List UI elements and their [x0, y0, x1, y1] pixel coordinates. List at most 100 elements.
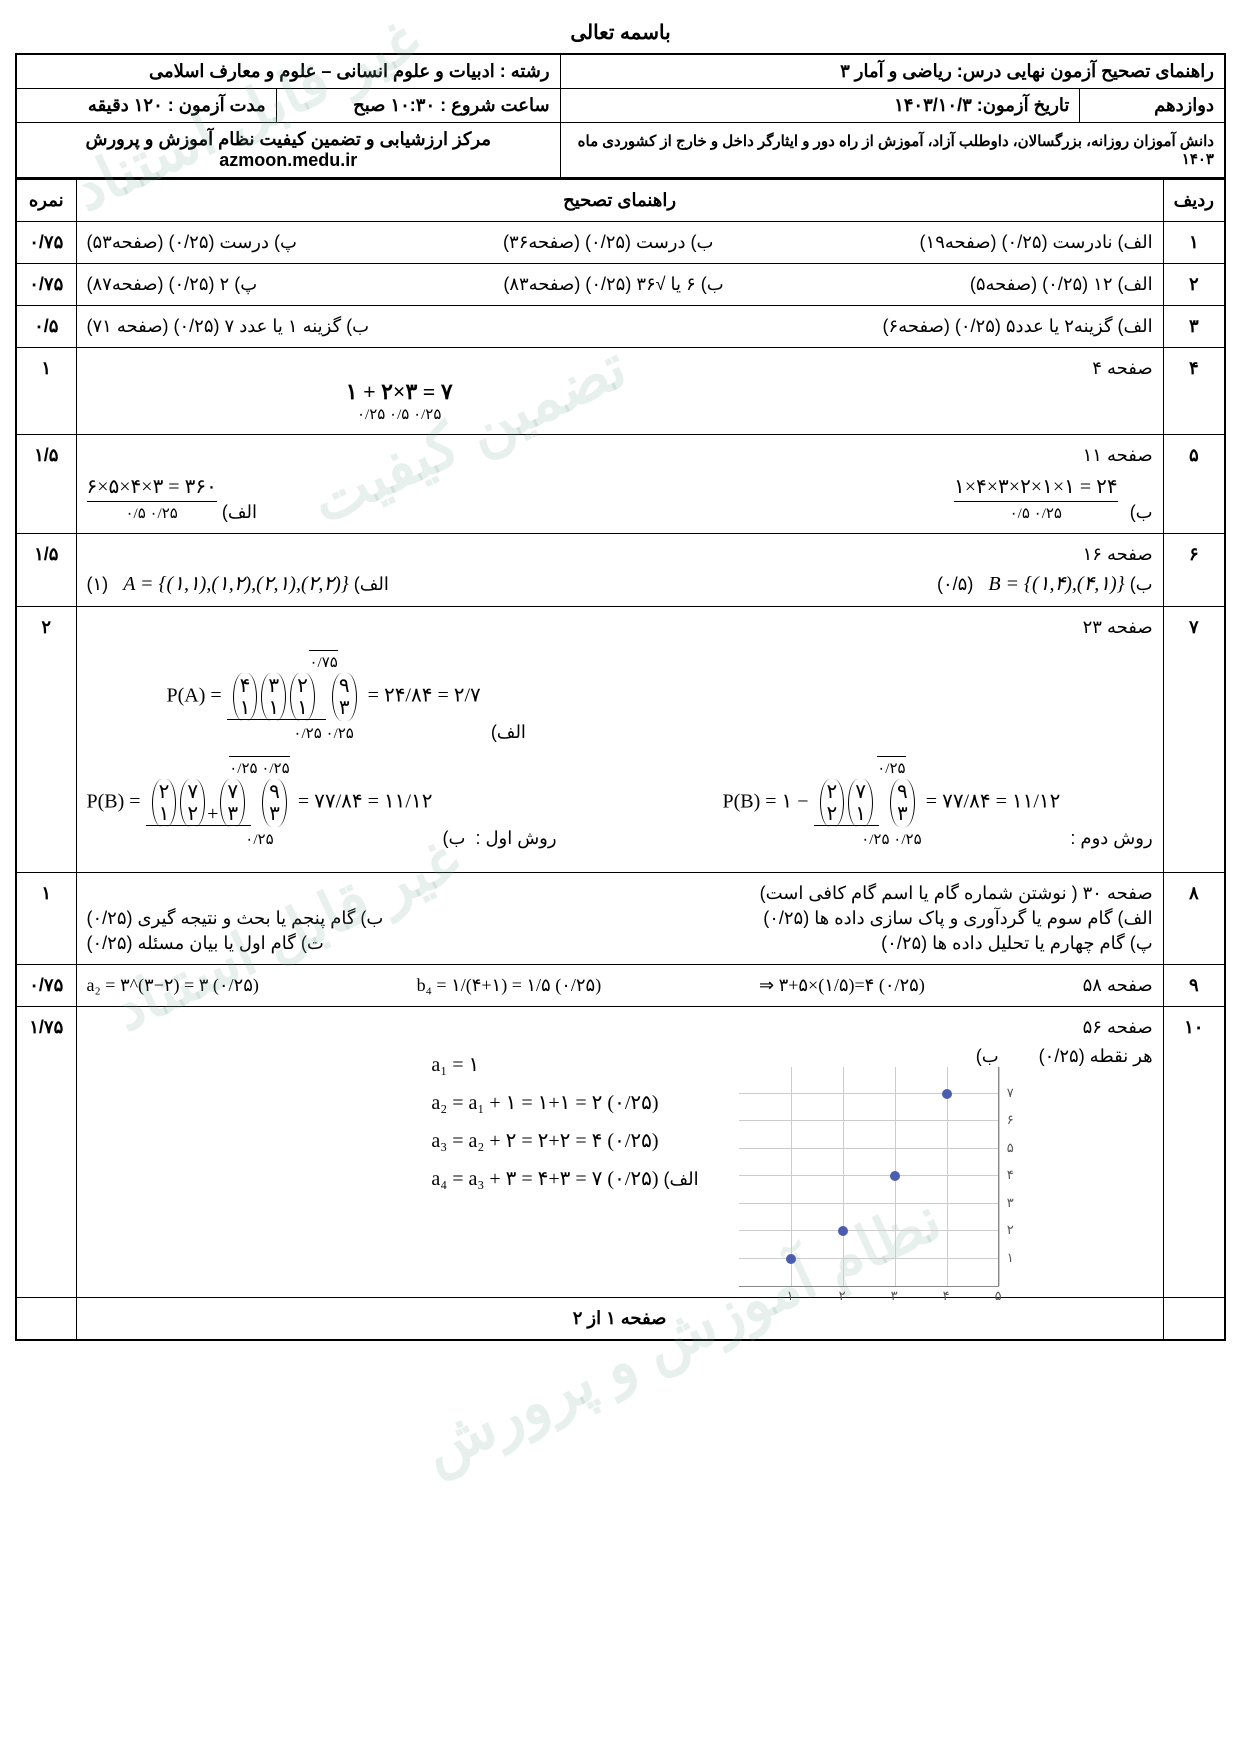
q7-pb2-pts2: ۰/۲۵ ۰/۲۵ [861, 832, 921, 848]
q7-pa-pre: P(A) = [167, 685, 222, 707]
q7-pb1-res: = ۷۷/۸۴ = ۱۱/۱۲ [298, 791, 433, 813]
header-url: azmoon.medu.ir [27, 150, 550, 171]
q6-a-lbl: الف) [354, 574, 389, 594]
q10-b-lbl: ب) [976, 1046, 999, 1066]
header-duration: مدت آزمون : ۱۲۰ دقیقه [16, 89, 276, 123]
table-row: ۸ صفحه ۳۰ ( نوشتن شماره گام یا اسم گام ک… [16, 873, 1225, 965]
q8-b: ب) گام پنجم یا بحث و نتیجه گیری (۰/۲۵) [87, 908, 384, 929]
q7-m2-lbl: روش دوم : [1070, 828, 1152, 848]
q2-a: الف) ۱۲ (۰/۲۵) (صفحه۵) [970, 274, 1153, 295]
table-row: ۴ صفحه ۴ ۱ + ۲×۳ = ۷ ۰/۲۵ ۰/۵ ۰/۲۵ ۱ [16, 348, 1225, 435]
col-guide: راهنمای تصحیح [76, 180, 1163, 222]
row-num: ۳ [1163, 306, 1225, 348]
q2-b: ب) ۶ یا √۳۶ (۰/۲۵) (صفحه۸۳) [503, 274, 723, 295]
q10-l4: a₄ = a₃ + ۳ = ۴+۳ = ۷ (۰/۲۵) [431, 1160, 658, 1198]
q7-pb1-pre: P(B) = [87, 791, 141, 813]
q1-c: پ) درست (۰/۲۵) (صفحه۵۳) [87, 232, 297, 253]
q10-l3: a₃ = a₂ + ۲ = ۲+۲ = ۴ (۰/۲۵) [431, 1122, 658, 1160]
row-num: ۷ [1163, 607, 1225, 873]
header-start: ساعت شروع : ۱۰:۳۰ صبح [276, 89, 560, 123]
row-num: ۹ [1163, 965, 1225, 1007]
q7-pb2-res: = ۷۷/۸۴ = ۱۱/۱۲ [926, 791, 1061, 813]
q5-b-eq: ۱×۴×۳×۲×۱×۱ = ۲۴ [954, 474, 1118, 502]
table-row: ۱ الف) نادرست (۰/۲۵) (صفحه۱۹) ب) درست (۰… [16, 222, 1225, 264]
q5-page: صفحه ۱۱ [87, 445, 1153, 466]
table-row: ۹ صفحه ۵۸ ⇒ ۳+۵×(۱/۵)=۴ (۰/۲۵) b₄ = ۱/(۴… [16, 965, 1225, 1007]
q1-a: الف) نادرست (۰/۲۵) (صفحه۱۹) [920, 232, 1153, 253]
row-score: ۱ [16, 348, 76, 435]
table-row: ۶ صفحه ۱۶ ب) B = {(۱,۴),(۴,۱)} (۰/۵) الف… [16, 534, 1225, 607]
q7-pa-mid: = ۲۴/۸۴ = ۲/۷ [368, 685, 481, 707]
col-row: ردیف [1163, 180, 1225, 222]
q5-a-eq: ۶×۵×۴×۳ = ۳۶۰ [87, 474, 217, 502]
table-row: ۵ صفحه ۱۱ ب) ۱×۴×۳×۲×۱×۱ = ۲۴ ۰/۵ ۰/۲۵ ا… [16, 435, 1225, 534]
q6-b-pt: (۰/۵) [937, 574, 973, 594]
header-org-name: مرکز ارزشیابی و تضمین کیفیت نظام آموزش و… [27, 129, 550, 150]
row-score: ۰/۷۵ [16, 264, 76, 306]
q8-c: پ) گام چهارم یا تحلیل داده ها (۰/۲۵) [881, 933, 1152, 954]
q9-eq2: b₄ = ۱/(۴+۱) = ۱/۵ (۰/۲۵) [417, 975, 602, 996]
row-score: ۱/۵ [16, 435, 76, 534]
q3-b: ب) گزینه ۱ یا عدد ۷ (۰/۲۵) (صفحه ۷۱) [87, 316, 370, 337]
header-field: رشته : ادبیات و علوم انسانی – علوم و معا… [16, 54, 560, 89]
q9-eq3: a₂ = ۳^(۳−۲) = ۳ (۰/۲۵) [87, 975, 259, 996]
q6-b-lbl: ب) [1130, 574, 1153, 594]
q10-page: صفحه ۵۶ [87, 1017, 1153, 1038]
q6-a-pt: (۱) [87, 574, 109, 594]
row-num: ۶ [1163, 534, 1225, 607]
q9-page: صفحه ۵۸ [1083, 975, 1153, 996]
bismillah-title: باسمه تعالی [15, 20, 1226, 45]
q9-eq1: ⇒ ۳+۵×(۱/۵)=۴ (۰/۲۵) [759, 975, 925, 996]
q10-l1: a₁ = ۱ [431, 1046, 658, 1084]
table-row: صفحه ۱ از ۲ [16, 1298, 1225, 1341]
q2-c: پ) ۲ (۰/۲۵) (صفحه۸۷) [87, 274, 258, 295]
q4-page: صفحه ۴ [87, 358, 1153, 379]
row-num: ۴ [1163, 348, 1225, 435]
row-score: ۱ [16, 873, 76, 965]
q5-a-pts: ۰/۵ ۰/۲۵ [125, 506, 177, 522]
q5-a-lbl: الف) [222, 502, 257, 523]
q3-a: الف) گزینه۲ یا عدد۵ (۰/۲۵) (صفحه۶) [883, 316, 1153, 337]
q6-b-set: B = {(۱,۴),(۴,۱)} [988, 571, 1124, 596]
header-course: راهنمای تصحیح آزمون نهایی درس: ریاضی و آ… [560, 54, 1225, 89]
q1-b: ب) درست (۰/۲۵) (صفحه۳۶) [503, 232, 713, 253]
q10-l2: a₂ = a₁ + ۱ = ۱+۱ = ۲ (۰/۲۵) [431, 1084, 658, 1122]
row-score: ۰/۷۵ [16, 222, 76, 264]
q6-page: صفحه ۱۶ [87, 544, 1153, 565]
q10-a-lbl: الف) [664, 1169, 699, 1189]
row-num: ۱۰ [1163, 1007, 1225, 1298]
q7-m1-lbl: روش اول : [475, 828, 556, 848]
q7-a-lbl: الف) [491, 722, 526, 742]
scatter-plot: ۱۲۳۴۵۱۲۳۴۵۶۷ [739, 1067, 999, 1287]
q5-b-pts: ۰/۵ ۰/۲۵ [1010, 506, 1062, 522]
col-score: نمره [16, 180, 76, 222]
row-num: ۸ [1163, 873, 1225, 965]
q7-pb2-pts1: ۰/۲۵ [877, 756, 905, 778]
q6-a-set: A = {(۱,۱),(۱,۲),(۲,۱),(۲,۲)} [123, 571, 349, 596]
q7-pb1-pts2: ۰/۲۵ [245, 832, 273, 848]
header-grade: دوازدهم [1080, 89, 1225, 123]
answer-table: ردیف راهنمای تصحیح نمره ۱ الف) نادرست (۰… [15, 179, 1226, 1341]
table-row: ۳ الف) گزینه۲ یا عدد۵ (۰/۲۵) (صفحه۶) ب) … [16, 306, 1225, 348]
row-score: ۰/۵ [16, 306, 76, 348]
header-table: راهنمای تصحیح آزمون نهایی درس: ریاضی و آ… [15, 53, 1226, 179]
q7-b-lbl: ب) [442, 828, 465, 848]
q7-pb2-pre: P(B) = ۱ − [722, 791, 808, 813]
q4-eq: ۱ + ۲×۳ = ۷ [346, 379, 453, 405]
q7-page: صفحه ۲۳ [87, 617, 1153, 638]
header-students: دانش آموزان روزانه، بزرگسالان، داوطلب آز… [560, 123, 1225, 179]
header-date: تاریخ آزمون: ۱۴۰۳/۱۰/۳ [560, 89, 1080, 123]
row-num: ۲ [1163, 264, 1225, 306]
row-score: ۱/۷۵ [16, 1007, 76, 1298]
q7-pb1-pts1: ۰/۲۵ ۰/۲۵ [229, 756, 289, 778]
table-row: ۱۰ صفحه ۵۶ هر نقطه (۰/۲۵) ب) ۱۲۳۴۵۱۲۳۴۵۶… [16, 1007, 1225, 1298]
q8-a: الف) گام سوم یا گردآوری و پاک سازی داده … [763, 908, 1152, 929]
q7-pa-pt-bot: ۰/۲۵ ۰/۲۵ [293, 726, 353, 742]
q10-pt-note: هر نقطه (۰/۲۵) [1039, 1046, 1153, 1067]
row-score: ۰/۷۵ [16, 965, 76, 1007]
row-score: ۲ [16, 607, 76, 873]
q8-d: ت) گام اول یا بیان مسئله (۰/۲۵) [87, 933, 324, 954]
table-row: ۲ الف) ۱۲ (۰/۲۵) (صفحه۵) ب) ۶ یا √۳۶ (۰/… [16, 264, 1225, 306]
q7-pa-pt-top: ۰/۷۵ [309, 650, 337, 672]
q5-b-lbl: ب) [1123, 502, 1153, 523]
